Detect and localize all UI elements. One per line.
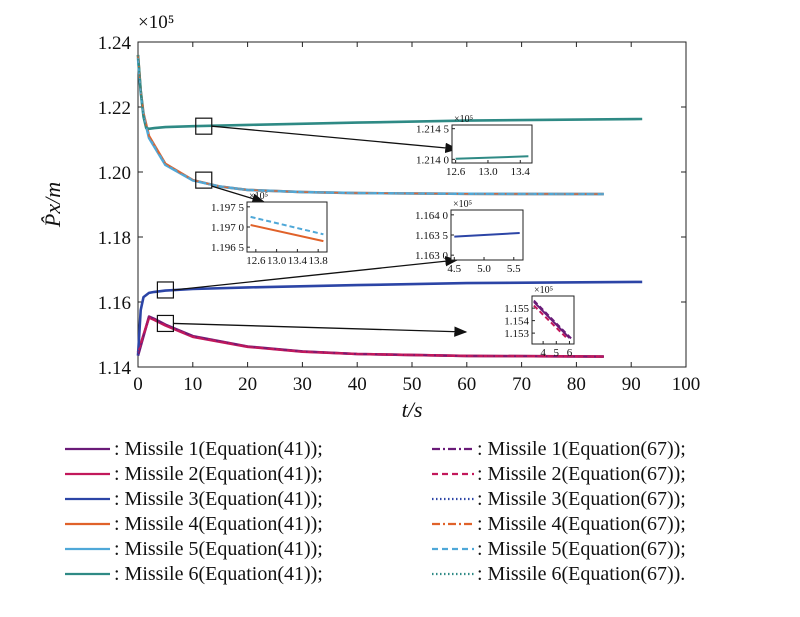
y-tick-label: 1.20 <box>98 163 131 184</box>
inset-x-tick-label: 5 <box>554 347 560 359</box>
y-scale-note: ×10⁵ <box>138 12 174 33</box>
inset-series-line <box>250 224 324 243</box>
x-tick-label: 30 <box>293 374 312 395</box>
legend-label: : Missile 6(Equation(67)). <box>477 563 685 585</box>
inset-scale-note: ×10⁵ <box>454 114 473 125</box>
series-line-missile-6 <box>136 54 643 131</box>
y-tick-label: 1.22 <box>98 98 131 119</box>
inset-x-tick-label: 13.4 <box>511 166 531 178</box>
inset-x-tick-label: 13.0 <box>267 255 287 267</box>
inset-y-tick-label: 1.163 0 <box>415 250 449 262</box>
plot-area: 0 10 20 30 40 50 60 70 80 90 100 1.14 1.16 1.18 1.20 1.… <box>40 12 700 422</box>
inset-y-tick-label: 1.197 0 <box>211 222 245 234</box>
inset-y-tick-label: 1.153 <box>504 328 529 340</box>
series-line-missile-2-eq67 <box>137 316 604 358</box>
x-tick-label: 60 <box>457 374 476 395</box>
legend-label: : Missile 3(Equation(67)); <box>477 488 686 510</box>
x-tick-label: 50 <box>403 374 422 395</box>
inset-y-tick-label: 1.214 0 <box>416 154 450 166</box>
inset-x-tick-label: 13.8 <box>309 255 329 267</box>
series-line-missile-6-eq67 <box>137 54 643 130</box>
zoom-arrow <box>173 322 468 337</box>
zoom-arrow <box>211 185 266 204</box>
y-tick-label: 1.14 <box>98 358 132 379</box>
inset-x-tick-label: 12.6 <box>446 166 466 178</box>
y-axis-label: P̂x/m <box>40 182 65 228</box>
legend-label: : Missile 4(Equation(41)); <box>114 513 323 535</box>
inset-x-tick-label: 4 <box>540 347 546 359</box>
inset-x-tick-label: 6 <box>567 347 573 359</box>
inset-y-tick-label: 1.154 <box>504 316 529 328</box>
inset-x-tick-label: 13.4 <box>288 255 308 267</box>
legend-label: : Missile 5(Equation(41)); <box>114 538 323 560</box>
inset-x-tick-label: 5.0 <box>477 263 491 275</box>
x-tick-label: 70 <box>512 374 531 395</box>
legend-label: : Missile 1(Equation(67)); <box>477 438 686 460</box>
x-tick-label: 100 <box>672 374 701 395</box>
x-tick-label: 10 <box>183 374 202 395</box>
x-tick-label: 20 <box>238 374 257 395</box>
inset-y-tick-label: 1.196 5 <box>211 242 245 254</box>
inset-series-line <box>455 155 529 160</box>
legend-label: : Missile 6(Equation(41)); <box>114 563 323 585</box>
inset-y-tick-label: 1.163 5 <box>415 230 449 242</box>
inset-series-line <box>454 232 520 238</box>
zoom-arrow <box>173 256 459 291</box>
inset-y-tick-label: 1.197 5 <box>211 202 245 214</box>
x-tick-label: 0 <box>133 374 143 395</box>
inset-x-tick-label: 5.5 <box>507 263 521 275</box>
inset-scale-note: ×10⁵ <box>249 191 268 202</box>
inset-y-tick-label: 1.164 0 <box>415 210 449 222</box>
inset-y-tick-label: 1.214 5 <box>416 124 450 136</box>
inset-a: ×10⁵ 12.6 13.0 13.4 1.214 5 1.214 0 <box>416 114 533 178</box>
inset-series-line <box>250 215 324 236</box>
inset-scale-note: ×10⁵ <box>453 199 472 210</box>
y-tick-label: 1.18 <box>98 228 131 249</box>
legend: : Missile 1(Equation(41)); : Missile 2(Eq… <box>65 438 686 585</box>
inset-c: ×10⁵ 4.5 5.0 5.5 1.164 0 1.163 5 1.163 0 <box>415 199 524 275</box>
x-tick-label: 80 <box>567 374 586 395</box>
x-tick-label: 40 <box>348 374 367 395</box>
legend-label: : Missile 4(Equation(67)); <box>477 513 686 535</box>
inset-x-tick-label: 13.0 <box>478 166 498 178</box>
y-tick-label: 1.16 <box>98 293 131 314</box>
inset-scale-note: ×10⁵ <box>534 285 553 296</box>
inset-y-tick-label: 1.155 <box>504 303 529 315</box>
x-tick-label: 90 <box>622 374 641 395</box>
inset-series-line <box>533 299 573 341</box>
inset-b: ×10⁵ 12.6 13.0 13.4 13.8 1.197 5 1.197 0 1.196 … <box>211 191 328 267</box>
legend-label: : Missile 3(Equation(41)); <box>114 488 323 510</box>
y-tick-label: 1.24 <box>98 33 132 54</box>
legend-label: : Missile 2(Equation(41)); <box>114 463 323 485</box>
x-axis-label: t/s <box>402 397 423 422</box>
inset-x-tick-label: 4.5 <box>447 263 461 275</box>
legend-label: : Missile 2(Equation(67)); <box>477 463 686 485</box>
series-line-missile-3 <box>136 280 643 356</box>
inset-x-tick-label: 12.6 <box>246 255 266 267</box>
legend-label: : Missile 5(Equation(67)); <box>477 538 686 560</box>
zoom-box <box>195 171 213 189</box>
legend-label: : Missile 1(Equation(41)); <box>114 438 323 460</box>
zoom-arrow <box>211 125 459 154</box>
